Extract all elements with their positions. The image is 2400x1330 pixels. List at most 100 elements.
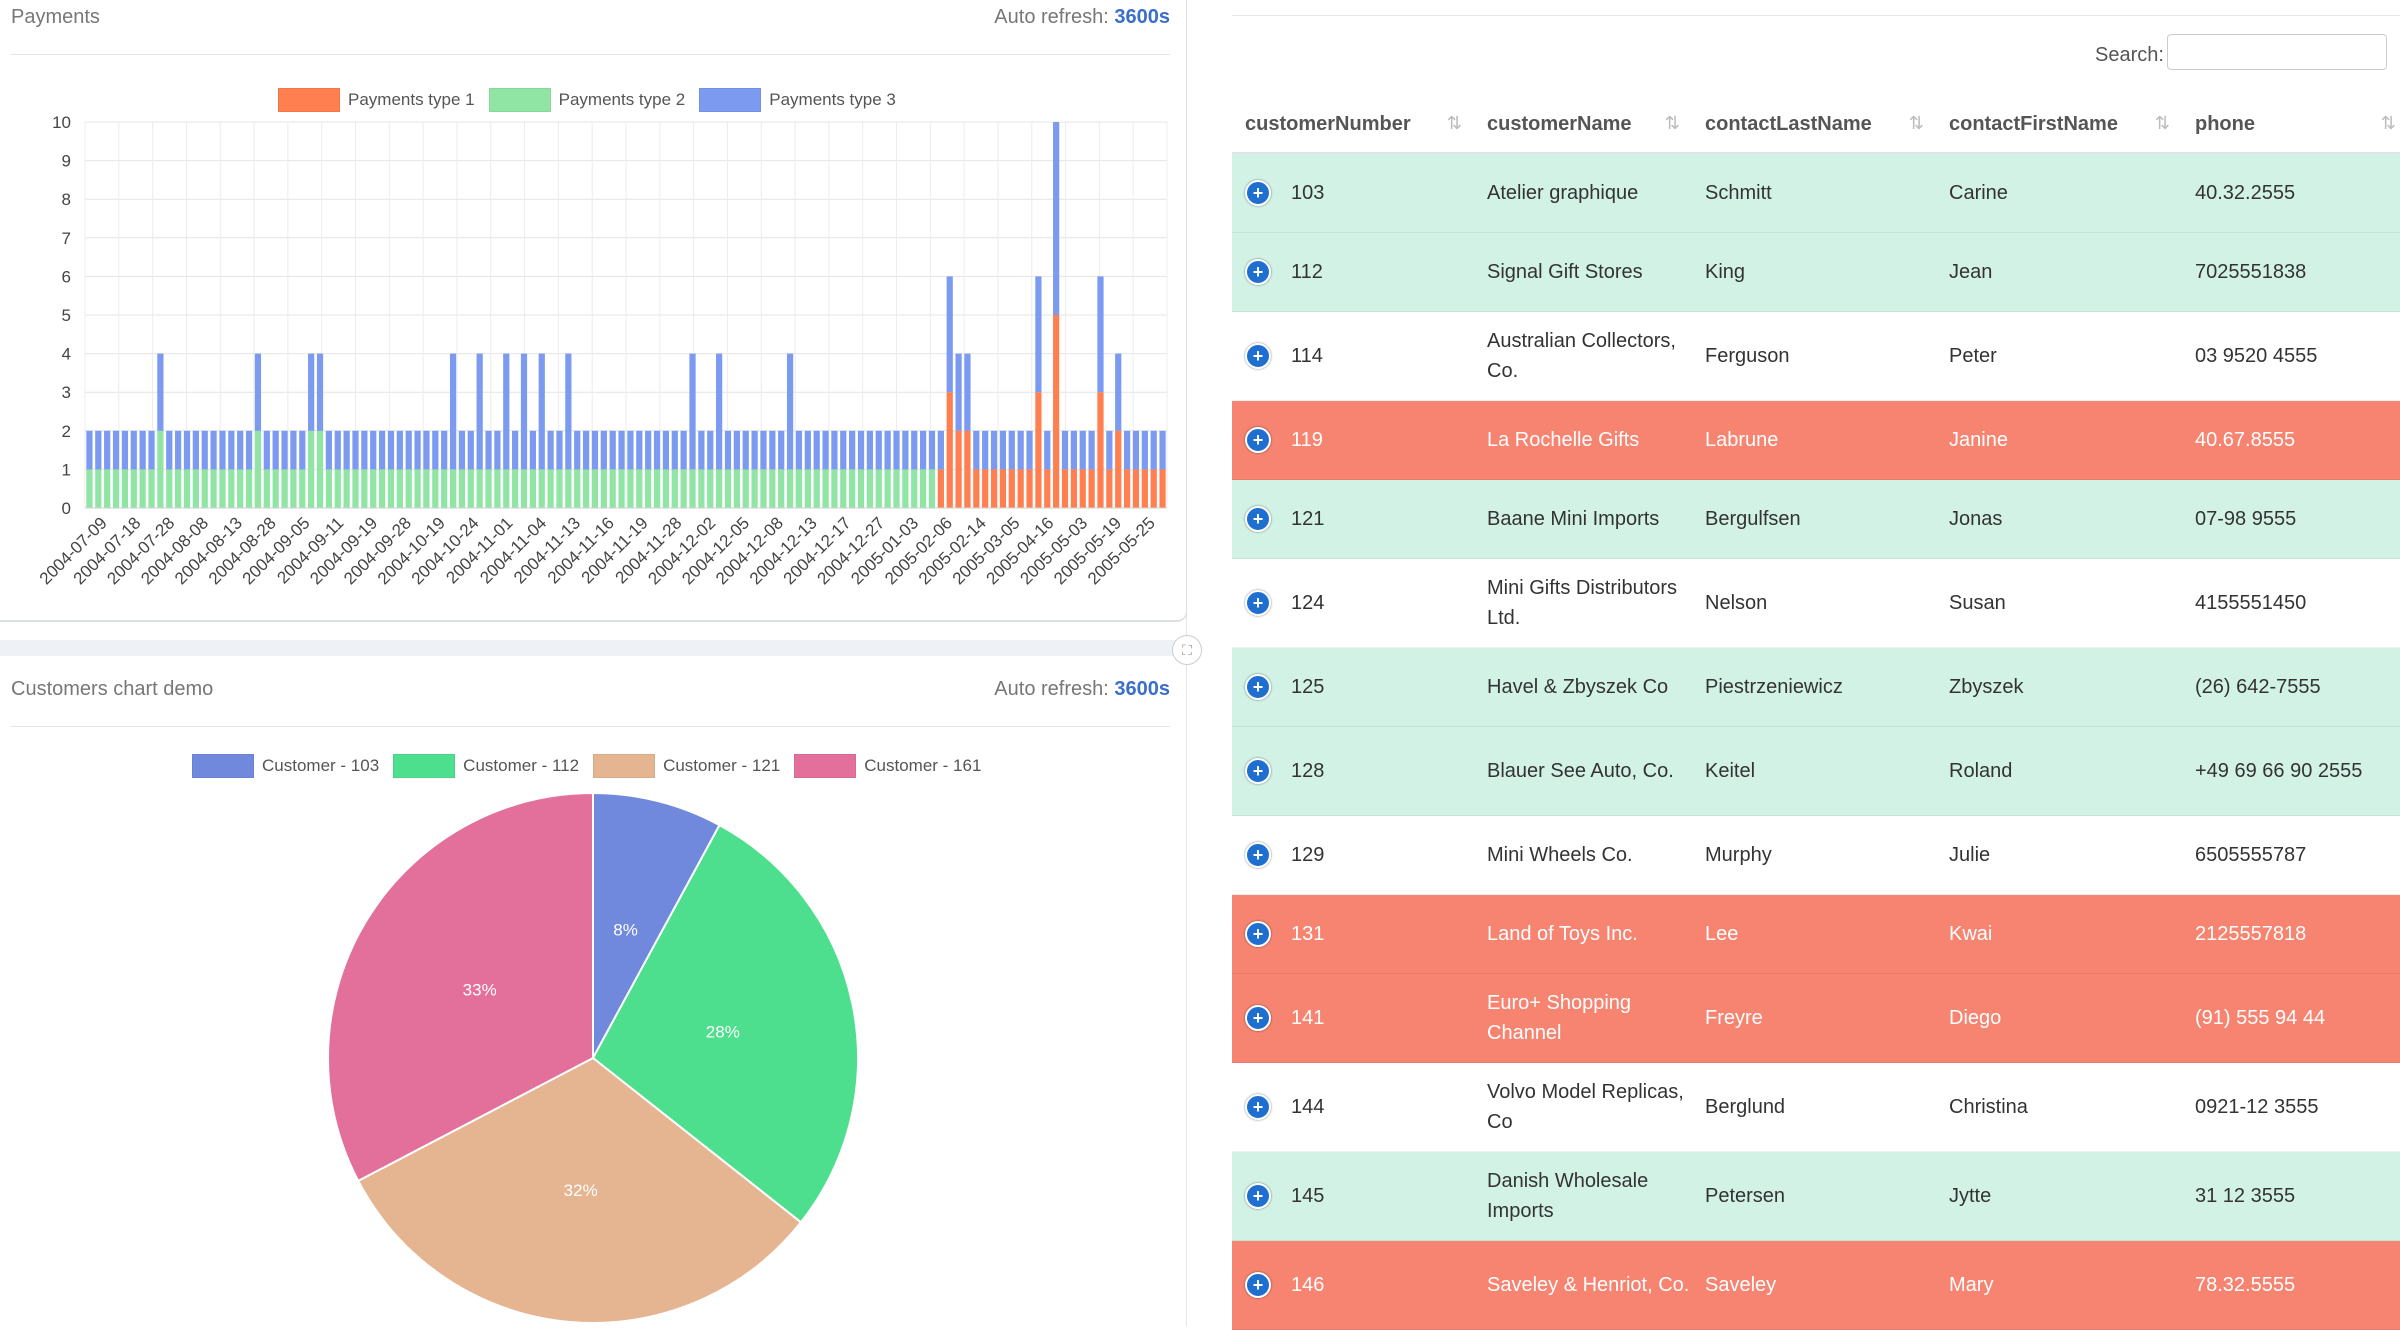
bar-segment — [627, 430, 634, 470]
pie-slice[interactable] — [592, 791, 721, 1059]
bar-segment — [795, 469, 803, 508]
expand-row-icon[interactable]: + — [1245, 758, 1271, 784]
bar-segment — [911, 430, 918, 470]
bar-segment — [671, 430, 678, 470]
expand-row-icon[interactable]: + — [1245, 180, 1271, 206]
pie-slice[interactable] — [327, 791, 594, 1183]
customer-number: 124 — [1291, 592, 1325, 614]
column-header-customerNumber[interactable]: customerNumber ⇅ — [1232, 113, 1474, 136]
customers-auto-refresh[interactable]: Auto refresh: 3600s — [994, 678, 1170, 701]
customer-number: 144 — [1291, 1096, 1325, 1118]
cell-phone: 6505555787 — [2195, 844, 2307, 866]
customers-chart-header: Customers chart demo Auto refresh: 3600s — [11, 672, 1170, 727]
bar-segment — [955, 430, 962, 508]
bar-segment — [1017, 469, 1024, 508]
bar-segment — [405, 469, 412, 508]
customer-number: 119 — [1291, 429, 1323, 451]
customers-refresh-value[interactable]: 3600s — [1114, 678, 1170, 700]
table-row[interactable]: +121 Baane Mini Imports Bergulfsen Jonas 07-… — [1232, 480, 2400, 559]
expand-row-icon[interactable]: + — [1245, 343, 1271, 369]
bar-segment — [405, 430, 412, 470]
table-row[interactable]: +119 La Rochelle Gifts Labrune Janine 40.67.… — [1232, 401, 2400, 480]
expand-row-icon[interactable]: + — [1245, 590, 1271, 616]
pie-slice[interactable] — [591, 823, 859, 1224]
legend-item-customer-161[interactable]: Customer - 161 — [794, 754, 981, 778]
column-header-label: contactLastName — [1705, 112, 1872, 135]
cell-customerNumber: +146 — [1232, 1270, 1474, 1300]
table-row[interactable]: +112 Signal Gift Stores King Jean 7025551838 — [1232, 233, 2400, 312]
sort-icon[interactable]: ⇅ — [1908, 112, 1924, 133]
legend-item-type3[interactable]: Payments type 3 — [699, 88, 896, 112]
sort-icon[interactable]: ⇅ — [1446, 112, 1462, 133]
customer-number: 121 — [1291, 508, 1325, 530]
table-row[interactable]: +129 Mini Wheels Co. Murphy Julie 6505555787 — [1232, 816, 2400, 895]
cell-contactLastName: Lee — [1705, 923, 1739, 945]
bar-segment — [1159, 430, 1166, 470]
cell-phone: (91) 555 94 44 — [2195, 1007, 2326, 1029]
bar-segment — [254, 353, 262, 431]
bar-segment — [1035, 392, 1042, 508]
table-row[interactable]: +131 Land of Toys Inc. Lee Kwai 2125557818 — [1232, 895, 2400, 974]
cell-customerNumber: +131 — [1232, 919, 1474, 949]
expand-row-icon[interactable]: + — [1245, 842, 1271, 868]
payments-auto-refresh[interactable]: Auto refresh: 3600s — [994, 6, 1170, 29]
sort-icon[interactable]: ⇅ — [2154, 112, 2170, 133]
expand-icon[interactable]: ⛶ — [1172, 635, 1202, 665]
cell-customerName: Volvo Model Replicas, Co — [1487, 1081, 1684, 1133]
expand-row-icon[interactable]: + — [1245, 259, 1271, 285]
payments-refresh-value[interactable]: 3600s — [1114, 6, 1170, 28]
cell-contactFirstName: Julie — [1949, 844, 1991, 866]
table-row[interactable]: +146 Saveley & Henriot, Co. Saveley Mary 78.… — [1232, 1241, 2400, 1330]
table-row[interactable]: +114 Australian Collectors, Co. Ferguson Pe… — [1232, 312, 2400, 401]
table-row[interactable]: +144 Volvo Model Replicas, Co Berglund Chri… — [1232, 1063, 2400, 1152]
cell-contactFirstName: Diego — [1949, 1007, 2002, 1029]
table-row[interactable]: +145 Danish Wholesale Imports Petersen Jytt… — [1232, 1152, 2400, 1241]
cell-contactLastName: Piestrzeniewicz — [1705, 676, 1843, 698]
bar-segment — [680, 430, 687, 470]
legend-item-customer-121[interactable]: Customer - 121 — [593, 754, 780, 778]
cell-customerNumber: +114 — [1232, 341, 1474, 371]
customer-number: 112 — [1291, 261, 1323, 283]
expand-row-icon[interactable]: + — [1245, 921, 1271, 947]
column-header-customerName[interactable]: customerName ⇅ — [1474, 113, 1692, 136]
bar-segment — [370, 469, 377, 508]
bar-segment — [760, 430, 767, 470]
customer-number: 131 — [1291, 923, 1325, 945]
cell-phone: 78.32.5555 — [2195, 1274, 2296, 1296]
bar-segment — [263, 469, 270, 508]
table-row[interactable]: +103 Atelier graphique Schmitt Carine 40.32.… — [1232, 154, 2400, 233]
bar-segment — [813, 469, 820, 508]
legend-item-type1[interactable]: Payments type 1 — [278, 88, 475, 112]
bar-segment — [316, 430, 324, 508]
expand-row-icon[interactable]: + — [1245, 506, 1271, 532]
sort-icon[interactable]: ⇅ — [1664, 112, 1680, 133]
column-header-phone[interactable]: phone ⇅ — [2182, 113, 2400, 136]
pie-slice[interactable] — [356, 1056, 803, 1324]
bar-segment — [671, 469, 678, 508]
legend-item-customer-112[interactable]: Customer - 112 — [393, 754, 579, 778]
bar-segment — [1097, 276, 1104, 393]
bar-segment — [1079, 469, 1086, 508]
table-row[interactable]: +125 Havel & Zbyszek Co Piestrzeniewicz Zby… — [1232, 648, 2400, 727]
expand-row-icon[interactable]: + — [1245, 1094, 1271, 1120]
column-header-contactLastName[interactable]: contactLastName ⇅ — [1692, 113, 1936, 136]
expand-row-icon[interactable]: + — [1245, 1183, 1271, 1209]
expand-row-icon[interactable]: + — [1245, 1272, 1271, 1298]
sort-icon[interactable]: ⇅ — [2380, 112, 2396, 133]
search-input[interactable] — [2167, 34, 2387, 70]
pie-slice-label: 8% — [613, 921, 638, 940]
legend-item-customer-103[interactable]: Customer - 103 — [192, 754, 379, 778]
bar-segment — [786, 469, 794, 508]
bar-segment — [334, 430, 341, 470]
expand-row-icon[interactable]: + — [1245, 427, 1271, 453]
expand-row-icon[interactable]: + — [1245, 674, 1271, 700]
table-row[interactable]: +124 Mini Gifts Distributors Ltd. Nelson Su… — [1232, 559, 2400, 648]
bar-segment — [813, 430, 820, 470]
bar-segment — [600, 469, 607, 508]
table-row[interactable]: +141 Euro+ Shopping Channel Freyre Diego (91… — [1232, 974, 2400, 1063]
column-header-contactFirstName[interactable]: contactFirstName ⇅ — [1936, 113, 2182, 136]
legend-item-type2[interactable]: Payments type 2 — [488, 88, 685, 112]
bar-segment — [999, 430, 1007, 470]
table-row[interactable]: +128 Blauer See Auto, Co. Keitel Roland +49 … — [1232, 727, 2400, 816]
expand-row-icon[interactable]: + — [1245, 1005, 1271, 1031]
